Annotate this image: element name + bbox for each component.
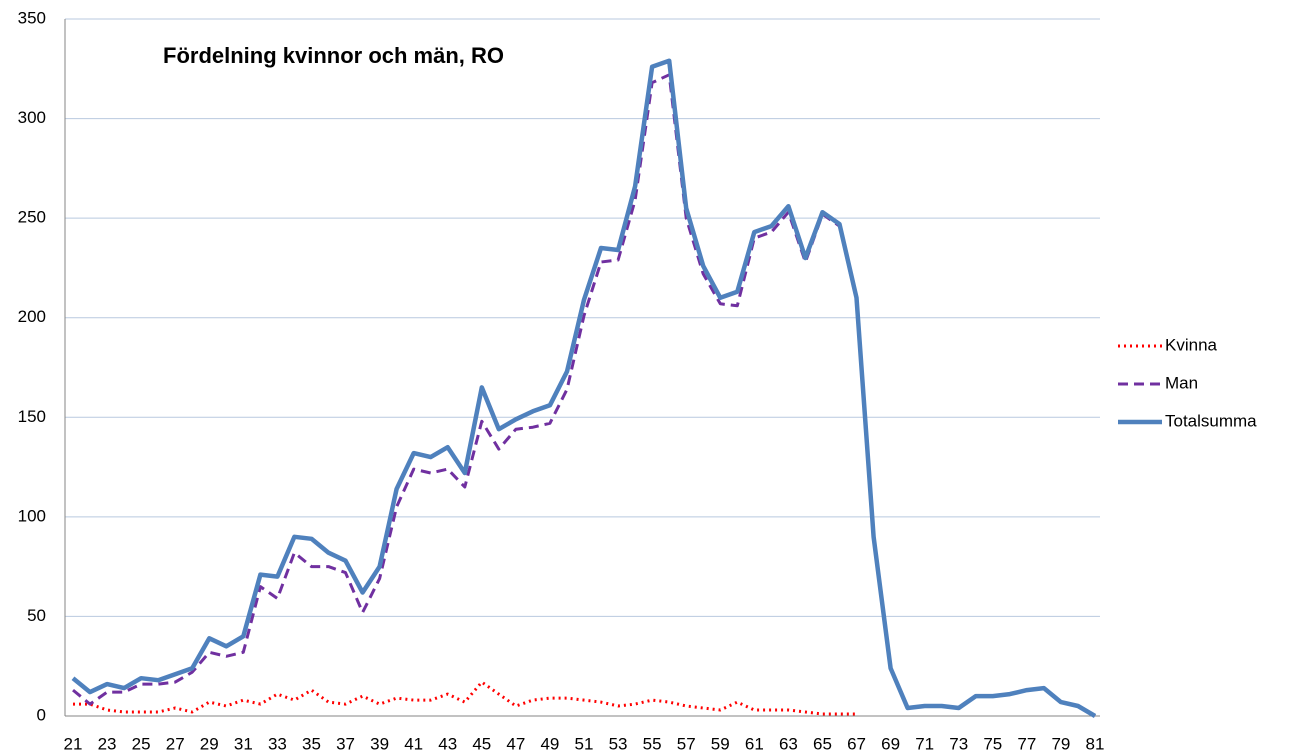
x-tick-label: 71	[915, 734, 934, 753]
x-tick-label: 53	[609, 734, 628, 753]
x-tick-label: 61	[745, 734, 764, 753]
legend-label: Man	[1165, 373, 1198, 392]
series-line	[71, 58, 1097, 718]
y-tick-label: 350	[18, 8, 46, 27]
x-tick-label: 55	[643, 734, 662, 753]
x-tick-label: 65	[813, 734, 832, 753]
x-tick-label: 51	[575, 734, 594, 753]
series-line	[72, 73, 1096, 718]
x-tick-label: 67	[847, 734, 866, 753]
x-tick-label: 81	[1086, 734, 1105, 753]
x-tick-label: 27	[166, 734, 185, 753]
legend-label: Kvinna	[1165, 335, 1218, 354]
x-tick-label: 23	[98, 734, 117, 753]
x-tick-label: 79	[1051, 734, 1070, 753]
y-tick-label: 200	[18, 307, 46, 326]
x-tick-label: 63	[779, 734, 798, 753]
x-tick-label: 47	[506, 734, 525, 753]
x-tick-label: 59	[711, 734, 730, 753]
x-tick-label: 39	[370, 734, 389, 753]
x-tick-label: 77	[1017, 734, 1036, 753]
x-tick-label: 57	[677, 734, 696, 753]
x-tick-label: 31	[234, 734, 253, 753]
y-tick-label: 250	[18, 208, 46, 227]
x-tick-label: 37	[336, 734, 355, 753]
y-tick-label: 100	[18, 506, 46, 525]
x-tick-label: 41	[404, 734, 423, 753]
x-tick-label: 29	[200, 734, 219, 753]
x-tick-label: 45	[472, 734, 491, 753]
x-tick-label: 21	[64, 734, 83, 753]
x-tick-label: 25	[132, 734, 151, 753]
x-tick-label: 69	[881, 734, 900, 753]
x-tick-label: 43	[438, 734, 457, 753]
y-tick-label: 300	[18, 108, 46, 127]
y-tick-label: 50	[27, 606, 46, 625]
legend-label: Totalsumma	[1165, 411, 1257, 430]
x-tick-label: 73	[949, 734, 968, 753]
x-tick-label: 49	[540, 734, 559, 753]
x-tick-label: 75	[983, 734, 1002, 753]
chart-title: Fördelning kvinnor och män, RO	[163, 43, 504, 68]
x-tick-label: 33	[268, 734, 287, 753]
y-tick-label: 0	[37, 705, 46, 724]
x-tick-label: 35	[302, 734, 321, 753]
series-line	[73, 680, 857, 716]
y-tick-label: 150	[18, 407, 46, 426]
